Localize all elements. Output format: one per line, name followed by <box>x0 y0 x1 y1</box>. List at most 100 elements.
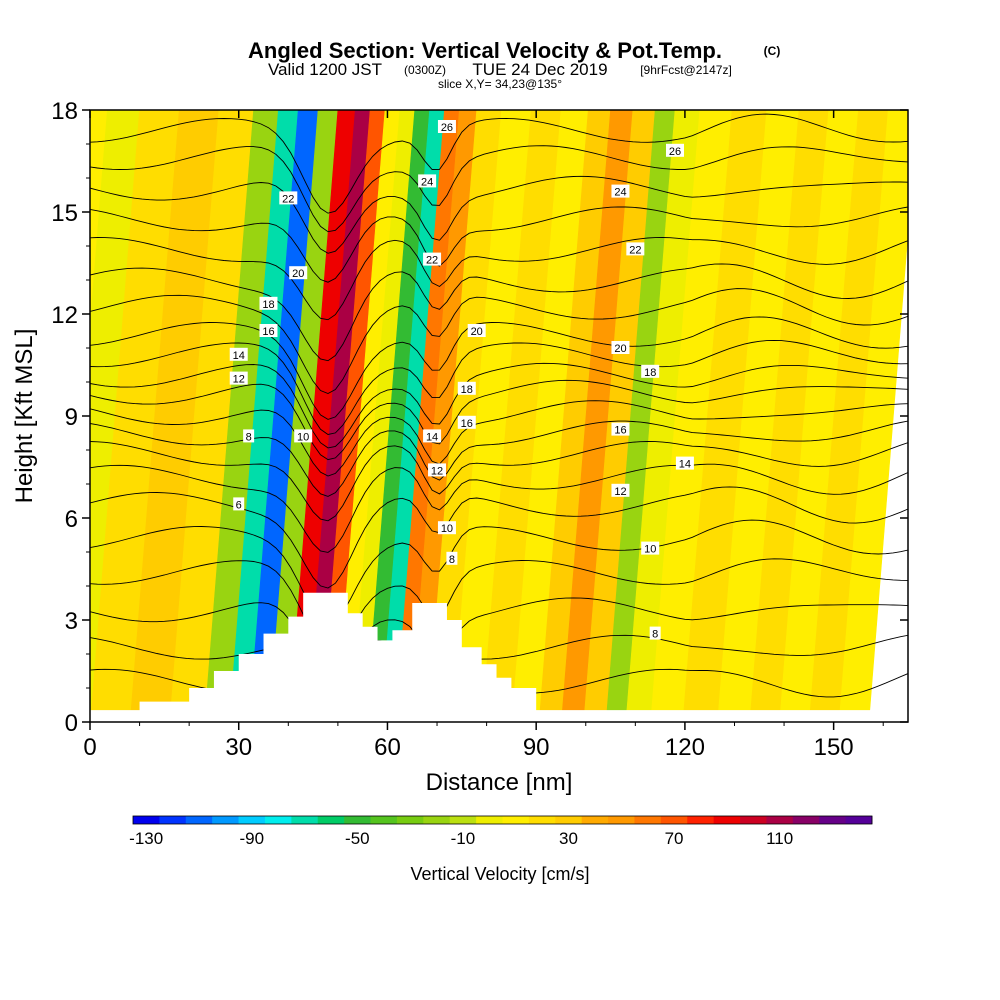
contour-label: 20 <box>467 324 486 338</box>
contour-label: 20 <box>289 266 308 280</box>
terrain-profile <box>90 592 908 722</box>
isentrope-line <box>90 597 908 677</box>
y-tick-label: 15 <box>51 200 78 227</box>
velocity-band <box>511 110 589 722</box>
colorbar-swatch <box>819 816 847 824</box>
contour-label: 8 <box>446 551 458 566</box>
colorbar-swatch <box>713 816 741 824</box>
plot-area: 26 26 24 24 22 22 22 20 20 20 18 18 18 16 16 16 14 14 14 12… <box>90 110 908 722</box>
contour-label: 18 <box>457 381 476 396</box>
contour-label: 22 <box>279 191 298 205</box>
velocity-band <box>838 110 908 722</box>
contour-label: 22 <box>423 252 442 267</box>
svg-text:12: 12 <box>614 486 626 498</box>
velocity-band <box>248 110 319 722</box>
contour-label: 6 <box>233 497 245 511</box>
chart-subtitle-forecast: [9hrFcst@2147z] <box>640 63 732 77</box>
velocity-band <box>538 110 611 722</box>
y-tick-label: 12 <box>51 302 78 329</box>
velocity-band <box>583 110 656 722</box>
colorbar-swatch <box>608 816 635 824</box>
svg-text:6: 6 <box>236 499 242 511</box>
isentrope-line <box>90 288 908 394</box>
isentrope-line <box>90 362 908 449</box>
terrain <box>90 592 908 722</box>
contour-label: 18 <box>259 296 278 311</box>
contour-label: 10 <box>641 541 660 556</box>
contour-label: 22 <box>626 242 645 256</box>
svg-text:10: 10 <box>644 544 656 556</box>
contour-label: 14 <box>229 347 248 362</box>
colorbar-swatch <box>792 816 820 824</box>
svg-text:8: 8 <box>652 629 658 641</box>
colorbar-swatch <box>687 816 715 824</box>
isentrope-line <box>90 463 908 553</box>
velocity-band <box>452 110 532 722</box>
chart-title: Angled Section: Vertical Velocity & Pot.… <box>248 38 722 63</box>
contour-label: 8 <box>649 626 661 641</box>
svg-text:20: 20 <box>292 268 304 280</box>
y-tick-label: 6 <box>65 506 78 533</box>
velocity-band <box>320 110 386 722</box>
colorbar-swatch <box>291 816 319 824</box>
isentrope-line <box>90 420 908 497</box>
colorbar-label: -130 <box>129 829 163 848</box>
velocity-band <box>561 110 634 722</box>
colorbar-swatch <box>555 816 583 824</box>
velocity-band <box>365 110 430 722</box>
svg-text:16: 16 <box>262 326 274 338</box>
colorbar-swatch <box>660 816 688 824</box>
svg-text:14: 14 <box>426 431 438 443</box>
y-tick-label: 0 <box>65 710 78 737</box>
colorbar-swatch <box>133 816 160 824</box>
colorbar-swatch <box>528 816 556 824</box>
velocity-band <box>90 110 180 722</box>
isentrope-line <box>90 145 908 233</box>
svg-text:22: 22 <box>629 244 641 256</box>
contour-label: 24 <box>611 184 630 199</box>
contour-label: 10 <box>294 429 313 443</box>
isentrope-line <box>90 519 908 626</box>
colorbar-swatch <box>185 816 213 824</box>
svg-text:18: 18 <box>644 367 656 379</box>
svg-text:18: 18 <box>262 299 274 311</box>
svg-text:8: 8 <box>449 554 455 566</box>
colorbar-swatch <box>581 816 609 824</box>
chart-subtitle-valid: Valid 1200 JST <box>268 60 382 79</box>
colorbar-label: -10 <box>451 829 476 848</box>
contour-label: 12 <box>611 483 630 498</box>
isentrope-line <box>90 237 908 321</box>
contour-label: 18 <box>641 364 660 379</box>
isentrope-line <box>90 316 908 420</box>
svg-text:14: 14 <box>679 459 691 471</box>
svg-text:26: 26 <box>441 122 453 134</box>
contour-label: 24 <box>418 174 437 188</box>
svg-text:12: 12 <box>233 374 245 386</box>
colorbar-swatch <box>845 816 873 824</box>
velocity-band <box>204 110 279 722</box>
velocity-band <box>305 110 371 722</box>
svg-text:22: 22 <box>426 255 438 267</box>
colorbar-swatch <box>159 816 187 824</box>
svg-text:8: 8 <box>246 431 252 443</box>
colorbar: -130 -90 -50 -10 30 70 110 <box>129 815 873 848</box>
svg-text:26: 26 <box>669 146 681 158</box>
contour-label: 16 <box>259 324 278 338</box>
y-tick-label: 9 <box>65 404 78 431</box>
svg-text:10: 10 <box>441 523 453 535</box>
contour-label: 12 <box>428 463 447 477</box>
colorbar-swatch <box>502 816 530 824</box>
isentrope-line <box>90 113 908 214</box>
x-tick-label: 120 <box>665 734 705 761</box>
x-tick-label: 30 <box>225 734 252 761</box>
colorbar-label: -50 <box>345 829 370 848</box>
contour-label: 26 <box>665 143 684 158</box>
colorbar-swatch <box>264 816 292 824</box>
svg-text:24: 24 <box>614 187 626 199</box>
velocity-band <box>625 110 701 722</box>
velocity-band <box>268 110 339 722</box>
svg-text:14: 14 <box>233 350 245 362</box>
y-tick-label: 18 <box>51 98 78 125</box>
colorbar-swatch <box>344 816 371 824</box>
